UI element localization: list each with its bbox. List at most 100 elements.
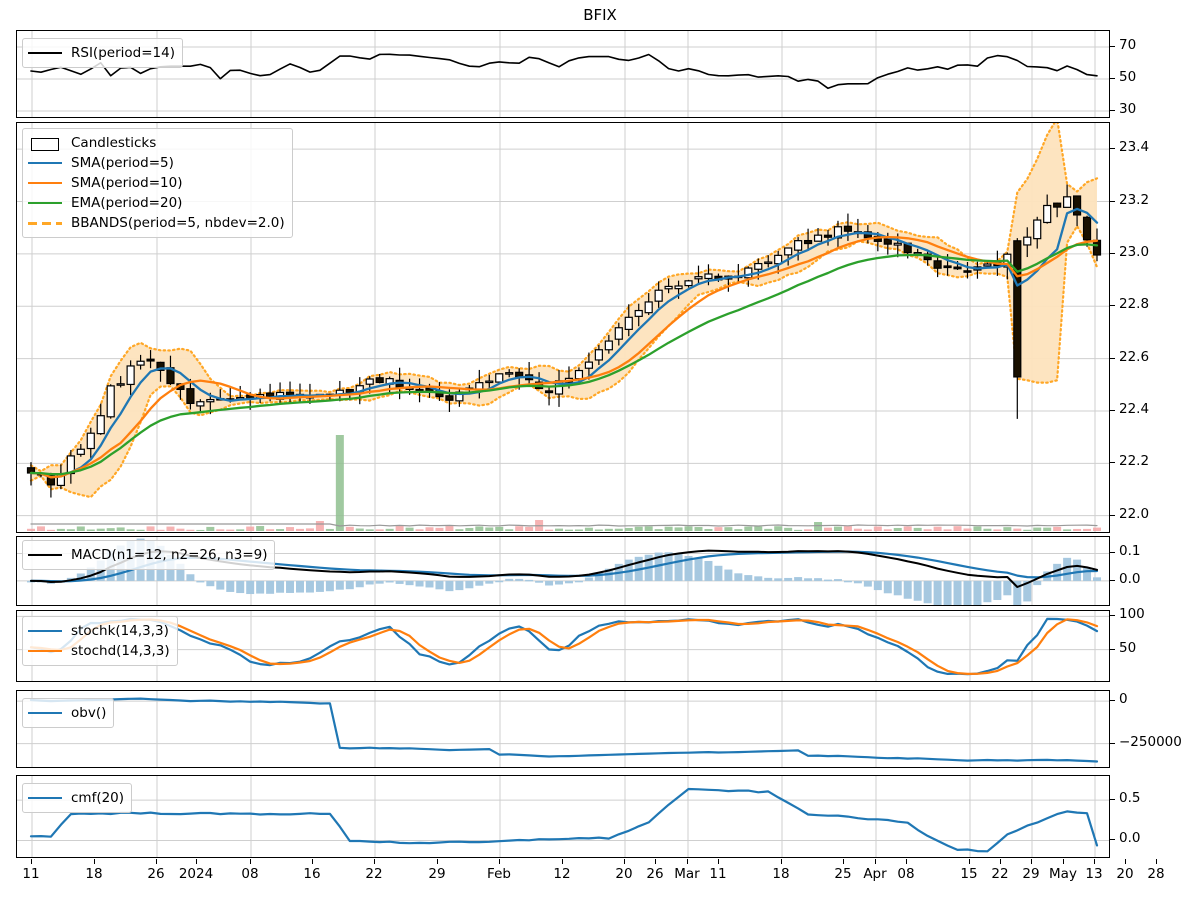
y-tick-mark bbox=[1110, 78, 1115, 79]
legend-swatch-icon bbox=[28, 176, 62, 190]
x-tick-label: 20 bbox=[615, 866, 633, 882]
x-tick-label: 2024 bbox=[178, 866, 214, 882]
legend-label: SMA(period=10) bbox=[71, 175, 183, 191]
y-tick-mark bbox=[1110, 305, 1115, 307]
legend-item[interactable]: RSI(period=14) bbox=[28, 43, 175, 63]
x-tick-label: Mar bbox=[674, 866, 700, 882]
legend-stoch[interactable]: stochk(14,3,3) stochd(14,3,3) bbox=[22, 616, 178, 666]
legend-item[interactable]: obv() bbox=[28, 703, 106, 723]
x-tick-mark bbox=[843, 859, 844, 864]
legend-item[interactable]: MACD(n1=12, n2=26, n3=9) bbox=[28, 545, 267, 565]
x-tick-mark bbox=[312, 859, 313, 864]
x-tick-mark bbox=[1094, 859, 1095, 864]
legend-rsi[interactable]: RSI(period=14) bbox=[22, 38, 183, 68]
y-tick-label-price: 22.4 bbox=[1119, 400, 1150, 417]
legend-label: MACD(n1=12, n2=26, n3=9) bbox=[71, 547, 268, 563]
x-tick-label: 18 bbox=[85, 866, 103, 882]
panel-stochastic bbox=[16, 610, 1110, 682]
x-tick-label: 26 bbox=[147, 866, 165, 882]
legend-label: stochd(14,3,3) bbox=[71, 643, 170, 659]
legend-swatch-icon bbox=[28, 216, 62, 230]
y-tick-mark bbox=[1110, 700, 1115, 702]
x-tick-mark bbox=[781, 859, 782, 864]
legend-swatch-icon bbox=[28, 156, 62, 170]
y-tick-label-stoch: 50 bbox=[1119, 639, 1137, 656]
x-tick-mark bbox=[1063, 859, 1064, 864]
legend-swatch-icon bbox=[28, 791, 62, 805]
legend-cmf[interactable]: cmf(20) bbox=[22, 783, 133, 813]
legend-item[interactable]: SMA(period=5) bbox=[28, 153, 285, 173]
legend-swatch-icon bbox=[28, 46, 62, 60]
y-tick-mark bbox=[1110, 46, 1115, 47]
x-tick-label: 12 bbox=[553, 866, 571, 882]
y-tick-mark bbox=[1110, 357, 1115, 359]
x-tick-mark bbox=[906, 859, 907, 864]
panel-cmf bbox=[16, 775, 1110, 858]
y-tick-label-price: 22.8 bbox=[1119, 296, 1150, 313]
x-tick-mark bbox=[875, 859, 876, 864]
y-tick-mark bbox=[1110, 252, 1115, 254]
panel-obv bbox=[16, 690, 1110, 768]
x-tick-mark bbox=[655, 859, 656, 864]
legend-label: Candlesticks bbox=[71, 135, 157, 151]
chart-title: BFIX bbox=[583, 6, 617, 24]
legend-label: obv() bbox=[71, 705, 107, 721]
legend-swatch-icon bbox=[28, 706, 62, 720]
legend-price[interactable]: Candlesticks SMA(period=5) SMA(period=10) E… bbox=[22, 128, 293, 238]
y-tick-label-macd: 0.0 bbox=[1119, 570, 1141, 587]
x-tick-label: 15 bbox=[960, 866, 978, 882]
y-tick-label-price: 22.2 bbox=[1119, 453, 1150, 470]
x-tick-label: 08 bbox=[897, 866, 915, 882]
panel-rsi bbox=[16, 30, 1110, 118]
y-tick-label-macd: 0.1 bbox=[1119, 543, 1141, 560]
y-tick-label-obv: −250000 bbox=[1119, 733, 1182, 750]
y-tick-mark bbox=[1110, 514, 1115, 516]
legend-swatch-icon bbox=[28, 644, 62, 658]
x-tick-label: 22 bbox=[991, 866, 1009, 882]
x-tick-label: 08 bbox=[241, 866, 259, 882]
legend-item[interactable]: EMA(period=20) bbox=[28, 193, 285, 213]
y-tick-label-rsi: 50 bbox=[1119, 69, 1137, 85]
legend-item[interactable]: Candlesticks bbox=[28, 133, 285, 153]
x-tick-label: 13 bbox=[1085, 866, 1103, 882]
legend-item[interactable]: SMA(period=10) bbox=[28, 173, 285, 193]
y-tick-label-price: 22.6 bbox=[1119, 348, 1150, 365]
x-tick-mark bbox=[437, 859, 438, 864]
x-tick-label: 28 bbox=[1147, 866, 1165, 882]
legend-label: SMA(period=5) bbox=[71, 155, 174, 171]
y-tick-label-price: 23.4 bbox=[1119, 139, 1150, 156]
legend-obv[interactable]: obv() bbox=[22, 698, 115, 728]
x-tick-mark bbox=[374, 859, 375, 864]
x-tick-mark bbox=[499, 859, 500, 864]
legend-item[interactable]: stochk(14,3,3) bbox=[28, 621, 170, 641]
x-tick-mark bbox=[1031, 859, 1032, 864]
y-tick-mark bbox=[1110, 839, 1115, 841]
y-tick-mark bbox=[1110, 648, 1115, 650]
y-tick-mark bbox=[1110, 409, 1115, 411]
y-tick-label-rsi: 30 bbox=[1119, 101, 1137, 117]
legend-item[interactable]: stochd(14,3,3) bbox=[28, 641, 170, 661]
x-tick-mark bbox=[196, 859, 197, 864]
x-tick-mark bbox=[624, 859, 625, 864]
x-tick-mark bbox=[250, 859, 251, 864]
x-tick-mark bbox=[94, 859, 95, 864]
y-tick-label-rsi: 70 bbox=[1119, 37, 1137, 53]
x-tick-label: 22 bbox=[365, 866, 383, 882]
legend-item[interactable]: cmf(20) bbox=[28, 788, 124, 808]
x-tick-mark bbox=[562, 859, 563, 864]
y-tick-mark bbox=[1110, 615, 1115, 617]
y-tick-mark bbox=[1110, 148, 1115, 150]
y-tick-mark bbox=[1110, 799, 1115, 801]
x-tick-mark bbox=[718, 859, 719, 864]
x-tick-mark bbox=[31, 859, 32, 864]
y-tick-label-price: 22.0 bbox=[1119, 505, 1150, 522]
x-tick-label: 29 bbox=[428, 866, 446, 882]
x-tick-mark bbox=[1156, 859, 1157, 864]
x-tick-label: 16 bbox=[303, 866, 321, 882]
legend-swatch-icon bbox=[28, 196, 62, 210]
y-tick-label-cmf: 0.5 bbox=[1119, 790, 1141, 807]
x-tick-mark bbox=[156, 859, 157, 864]
legend-macd[interactable]: MACD(n1=12, n2=26, n3=9) bbox=[22, 540, 276, 570]
x-tick-label: 18 bbox=[772, 866, 790, 882]
legend-item[interactable]: BBANDS(period=5, nbdev=2.0) bbox=[28, 213, 285, 233]
